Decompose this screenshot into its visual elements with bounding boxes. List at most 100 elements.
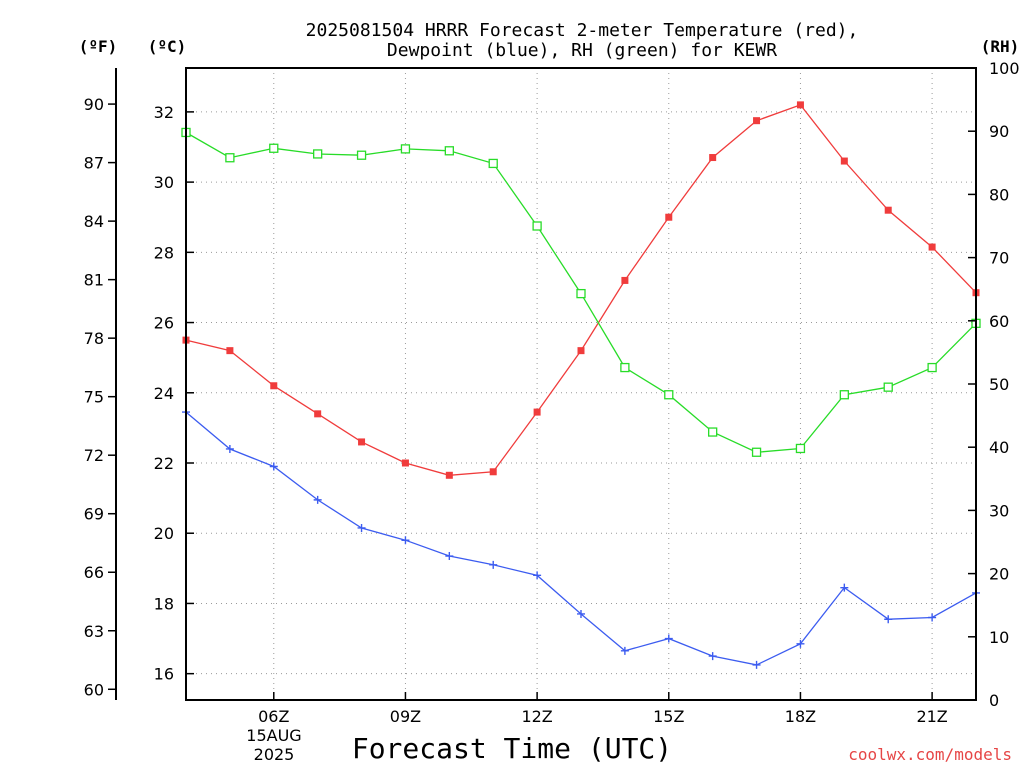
dewpoint-point: [445, 552, 454, 561]
rh-point: [269, 143, 279, 153]
rh-point: [708, 427, 718, 437]
rh-tick-label: 80: [989, 185, 1009, 204]
rh-point: [576, 288, 586, 299]
grid-lines: [186, 68, 976, 700]
fahrenheit-unit-label: (ºF): [79, 37, 118, 56]
celsius-unit-label: (ºC): [148, 37, 187, 56]
axes-layer: 06Z 09Z 12Z 15Z 18Z 21Z 16 18 20 22 24 26 28 30 32 60 63…: [84, 59, 1020, 726]
fahrenheit-tick-label: 60: [84, 680, 104, 699]
temperature-point: [533, 408, 541, 416]
dewpoint-point: [708, 652, 717, 661]
rh-point: [620, 362, 630, 373]
dewpoint-point: [796, 639, 805, 648]
x-tick-label: 06Z: [258, 707, 289, 726]
rh-tick-label: 40: [989, 438, 1009, 457]
temperature-point: [884, 206, 892, 214]
temperature-point: [796, 101, 804, 109]
rh-point: [225, 153, 235, 163]
fahrenheit-tick-label: 75: [84, 388, 104, 407]
rh-point: [795, 443, 806, 454]
celsius-tick-label: 26: [154, 314, 174, 333]
dewpoint-point: [928, 613, 937, 622]
temperature-point: [665, 213, 673, 221]
temperature-point: [489, 468, 497, 476]
rh-point: [664, 390, 674, 400]
credit-label: coolwx.com/models: [848, 745, 1012, 764]
fahrenheit-tick-label: 72: [84, 446, 104, 465]
fahrenheit-tick-label: 84: [84, 212, 104, 231]
temperature-point: [445, 471, 453, 479]
fahrenheit-tick-label: 63: [84, 622, 104, 641]
rh-tick-label: 50: [989, 375, 1009, 394]
fahrenheit-tick-label: 66: [84, 563, 104, 582]
dewpoint-point: [533, 571, 542, 580]
dewpoint-point: [269, 462, 278, 471]
temperature-point: [314, 410, 322, 418]
rh-point: [356, 150, 367, 160]
x-axis-title: Forecast Time (UTC): [352, 732, 672, 765]
rh-tick-label: 10: [989, 628, 1009, 647]
date-label-day: 15AUG: [246, 726, 301, 745]
celsius-tick-label: 32: [154, 103, 174, 122]
x-tick-label: 15Z: [653, 707, 684, 726]
celsius-tick-label: 22: [154, 454, 174, 473]
dewpoint-point: [225, 444, 234, 453]
dewpoint-point: [489, 560, 498, 569]
rh-tick-label: 100: [989, 59, 1020, 78]
rh-tick-label: 20: [989, 565, 1009, 584]
rh-tick-label: 0: [989, 691, 999, 710]
rh-point: [839, 390, 849, 400]
temperature-point: [621, 276, 629, 284]
rh-point: [532, 221, 542, 231]
celsius-tick-label: 24: [154, 384, 174, 403]
fahrenheit-tick-label: 69: [84, 505, 104, 524]
date-label-year: 2025: [254, 745, 295, 764]
chart-title-line2: Dewpoint (blue), RH (green) for KEWR: [387, 40, 777, 61]
dewpoint-point: [620, 646, 629, 655]
temperature-point: [226, 347, 234, 355]
rh-point: [444, 146, 454, 156]
temperature-point: [270, 382, 278, 390]
dewpoint-point: [313, 495, 322, 504]
rh-point: [313, 149, 323, 159]
celsius-tick-label: 30: [154, 173, 174, 192]
fahrenheit-tick-label: 81: [84, 271, 104, 290]
dewpoint-point: [664, 634, 673, 643]
rh-point: [883, 382, 893, 392]
rh-point: [488, 158, 498, 169]
rh-tick-label: 90: [989, 122, 1009, 141]
temperature-point: [401, 459, 409, 467]
celsius-tick-label: 16: [154, 665, 174, 684]
dewpoint-point: [752, 660, 761, 669]
celsius-tick-label: 18: [154, 594, 174, 613]
dewpoint-point: [577, 609, 585, 618]
temperature-point: [358, 438, 366, 446]
fahrenheit-tick-label: 87: [84, 154, 104, 173]
rh-point: [927, 362, 937, 373]
x-tick-label: 12Z: [521, 707, 552, 726]
temperature-point: [840, 157, 848, 165]
dewpoint-point: [401, 536, 410, 545]
rh-point: [751, 447, 762, 457]
rh-unit-label: (RH): [981, 37, 1020, 56]
rh-tick-label: 60: [989, 312, 1009, 331]
x-tick-label: 09Z: [390, 707, 421, 726]
x-tick-label: 21Z: [916, 707, 947, 726]
x-tick-label: 18Z: [785, 707, 816, 726]
dewpoint-point: [884, 615, 893, 624]
celsius-tick-label: 20: [154, 524, 174, 543]
temperature-point: [928, 243, 936, 251]
fahrenheit-tick-label: 90: [84, 95, 104, 114]
rh-point: [400, 144, 411, 154]
rh-tick-label: 70: [989, 249, 1009, 268]
celsius-tick-label: 28: [154, 243, 174, 262]
dewpoint-point: [357, 523, 366, 532]
temperature-point: [577, 347, 585, 355]
chart-title-line1: 2025081504 HRRR Forecast 2-meter Tempera…: [306, 20, 859, 41]
temperature-point: [709, 154, 717, 162]
temperature-point: [753, 117, 761, 125]
dewpoint-point: [840, 583, 849, 592]
rh-tick-label: 30: [989, 501, 1009, 520]
